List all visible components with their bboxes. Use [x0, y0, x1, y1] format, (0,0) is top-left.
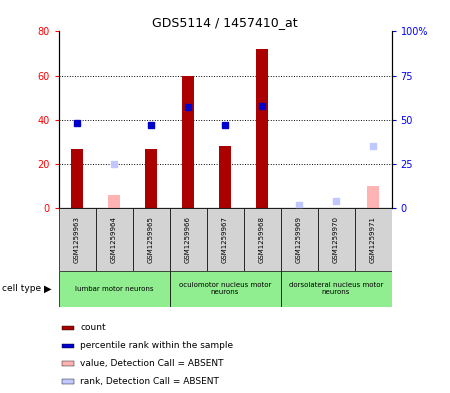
FancyBboxPatch shape	[207, 208, 243, 271]
FancyBboxPatch shape	[132, 208, 170, 271]
Text: GSM1259966: GSM1259966	[185, 216, 191, 263]
Text: GSM1259963: GSM1259963	[74, 216, 80, 263]
Title: GDS5114 / 1457410_at: GDS5114 / 1457410_at	[152, 16, 298, 29]
FancyBboxPatch shape	[58, 271, 170, 307]
FancyBboxPatch shape	[243, 208, 280, 271]
FancyBboxPatch shape	[170, 208, 207, 271]
Bar	[108, 195, 121, 208]
FancyBboxPatch shape	[58, 208, 95, 271]
Text: lumbar motor neurons: lumbar motor neurons	[75, 286, 153, 292]
Bar	[62, 362, 74, 366]
Text: rank, Detection Call = ABSENT: rank, Detection Call = ABSENT	[80, 377, 219, 386]
Text: count: count	[80, 323, 106, 332]
FancyBboxPatch shape	[318, 208, 355, 271]
Bar	[219, 146, 231, 208]
FancyBboxPatch shape	[280, 271, 392, 307]
Text: GSM1259964: GSM1259964	[111, 216, 117, 263]
Text: GSM1259971: GSM1259971	[370, 216, 376, 263]
FancyBboxPatch shape	[170, 271, 280, 307]
Bar	[71, 149, 84, 208]
Text: value, Detection Call = ABSENT: value, Detection Call = ABSENT	[80, 359, 224, 368]
Text: ▶: ▶	[44, 284, 51, 294]
Bar	[62, 343, 74, 348]
Bar	[62, 325, 74, 330]
Text: GSM1259967: GSM1259967	[222, 216, 228, 263]
Text: GSM1259970: GSM1259970	[333, 216, 339, 263]
Text: cell type: cell type	[2, 285, 41, 293]
Bar	[144, 149, 158, 208]
Text: dorsolateral nucleus motor
neurons: dorsolateral nucleus motor neurons	[289, 282, 383, 296]
Bar	[181, 75, 194, 208]
Text: GSM1259968: GSM1259968	[259, 216, 265, 263]
Bar	[367, 186, 379, 208]
FancyBboxPatch shape	[355, 208, 392, 271]
Bar	[62, 379, 74, 384]
Text: GSM1259969: GSM1259969	[296, 216, 302, 263]
Text: GSM1259965: GSM1259965	[148, 216, 154, 263]
Text: percentile rank within the sample: percentile rank within the sample	[80, 341, 233, 350]
FancyBboxPatch shape	[280, 208, 318, 271]
FancyBboxPatch shape	[95, 208, 132, 271]
Text: oculomotor nucleus motor
neurons: oculomotor nucleus motor neurons	[179, 282, 271, 296]
Bar	[256, 49, 269, 208]
